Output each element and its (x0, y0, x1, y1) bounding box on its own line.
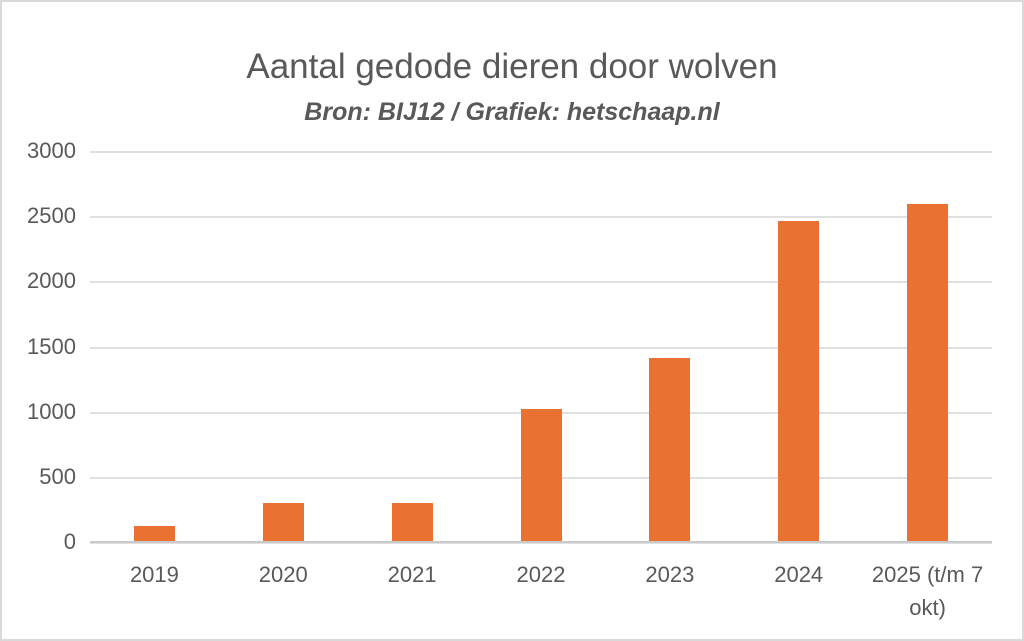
chart-subtitle: Bron: BIJ12 / Grafiek: hetschaap.nl (304, 98, 720, 126)
chart-title: Aantal gedode dieren door wolven (246, 47, 778, 86)
y-tick-label-2500: 2500 (27, 203, 76, 229)
x-tick-label-2025: 2025 (t/m 7 okt) (871, 562, 984, 620)
x-tick-label-2019: 2019 (129, 562, 179, 587)
gridline-1500 (90, 346, 992, 349)
bar-2022 (520, 409, 562, 542)
bar-2020 (262, 502, 304, 542)
x-tick-label-2021: 2021 (387, 562, 437, 587)
x-tick-label-2023: 2023 (645, 562, 695, 587)
y-tick-label-0: 0 (63, 529, 76, 554)
y-tick-label-2000: 2000 (27, 268, 76, 294)
plot-area (90, 151, 992, 544)
x-axis-line (90, 541, 992, 543)
gridline-0 (90, 542, 992, 544)
gridline-2000 (90, 281, 992, 284)
bar-2023 (649, 358, 691, 542)
bar-2025 (907, 204, 949, 542)
bar-2019 (133, 526, 175, 542)
x-tick-label-2024: 2024 (774, 562, 824, 587)
bar-2021 (391, 502, 433, 542)
y-tick-label-1000: 1000 (27, 398, 76, 424)
x-tick-label-2022: 2022 (516, 562, 566, 587)
y-tick-label-3000: 3000 (27, 138, 76, 163)
y-tick-label-500: 500 (39, 463, 76, 489)
bar-2024 (778, 221, 820, 542)
y-tick-label-1500: 1500 (27, 333, 76, 359)
x-tick-label-2020: 2020 (258, 562, 308, 587)
gridline-2500 (90, 216, 992, 219)
gridline-3000 (90, 151, 992, 153)
